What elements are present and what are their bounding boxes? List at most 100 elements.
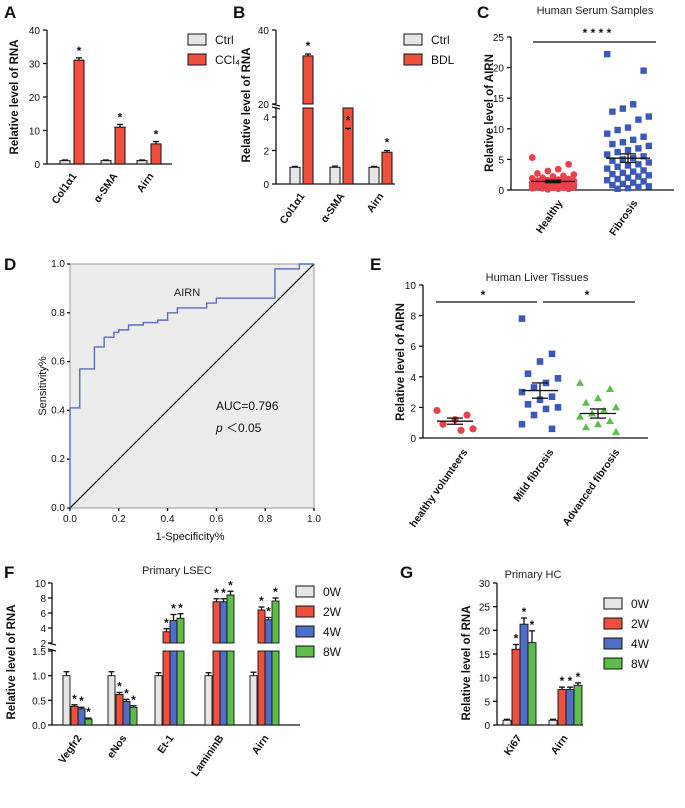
bar-8W-upper: [226, 594, 235, 644]
significance-star: *: [576, 670, 581, 684]
legend-4w-label: 4W: [323, 625, 342, 639]
roc-curve: [69, 263, 314, 508]
x-tick-label: 0.2: [112, 514, 126, 525]
data-point-fibrosis: [609, 157, 616, 164]
data-point-mild: [542, 405, 550, 413]
y-tick-label: 1.5: [32, 647, 46, 658]
legend-ctrl-swatch: [187, 33, 207, 46]
data-point-healthy: [570, 171, 578, 179]
bar-CCl₄: [73, 59, 85, 165]
data-point-fibrosis: [635, 116, 642, 123]
significance-star: *: [522, 605, 527, 619]
data-point-advanced: [576, 412, 584, 420]
panel-label-e: E: [370, 255, 381, 274]
panel-g-bar-chart: G Primary HC 0 5 10 15 20 25 30 Relative level of…: [400, 563, 650, 758]
y-tick-label: 4: [263, 113, 269, 124]
bar-4W-lower: [169, 650, 178, 726]
data-point-healthy: [554, 185, 562, 193]
y-tick-label: 20: [493, 64, 505, 75]
y-tick-label: 20: [29, 93, 41, 104]
data-point-fibrosis: [604, 151, 611, 158]
panel-f-bar-chart: F Primary LSEC 0.0 0.5 1.0 1.52 4 6 8 10 Relative …: [4, 563, 342, 779]
data-point-fibrosis: [624, 184, 632, 192]
reference-diagonal: [69, 263, 315, 509]
p-value-italic: p: [215, 421, 223, 435]
y-tick-label: 1.0: [32, 672, 46, 683]
y-tick-label: 0: [34, 160, 40, 171]
y-tick-label: 5: [498, 155, 504, 166]
data-point-fibrosis: [609, 170, 616, 178]
legend-8w-label: 8W: [631, 657, 650, 671]
data-point-healthy: [549, 173, 557, 180]
y-tick-label: 0.0: [51, 503, 65, 514]
data-point-fibrosis: [635, 161, 642, 168]
bar-4W: [519, 623, 529, 726]
chart-title: Primary LSEC: [142, 565, 212, 577]
y-tick-label: 0: [498, 186, 504, 197]
legend-8w-swatch: [603, 657, 623, 670]
data-point-fibrosis: [624, 147, 632, 154]
data-point-fibrosis: [619, 180, 626, 188]
y-tick-label: 10: [29, 127, 41, 138]
legend-4w-swatch: [295, 625, 315, 638]
data-point-fibrosis: [619, 156, 626, 163]
data-point-mild: [518, 388, 526, 396]
y-tick-label: 0.0: [32, 721, 46, 732]
bar-0W: [62, 675, 71, 726]
significance-star: *: [178, 601, 183, 615]
panel-label-g: G: [400, 563, 413, 582]
bar-2W-lower: [162, 650, 171, 726]
data-point-fibrosis: [635, 173, 642, 180]
data-point-fibrosis: [630, 179, 637, 186]
significance-stars: * * * *: [583, 26, 612, 40]
y-tick-label: 1.0: [51, 259, 65, 270]
significance-star: *: [77, 44, 82, 58]
legend-2w-label: 2W: [631, 617, 650, 631]
data-point-fibrosis: [645, 142, 652, 150]
data-point-fibrosis: [645, 183, 652, 190]
significance-star: *: [514, 632, 519, 646]
data-point-fibrosis: [635, 145, 642, 152]
data-point-mild: [548, 350, 556, 358]
y-tick-label: 0.4: [51, 405, 65, 416]
significance-star: *: [273, 585, 278, 599]
significance-star: *: [72, 692, 77, 706]
data-point-advanced: [606, 385, 614, 393]
y-axis-label: Relative level of RNA: [241, 47, 253, 162]
bar-8W: [84, 718, 93, 726]
data-point-healthy: [549, 184, 557, 191]
data-point-fibrosis: [604, 177, 611, 184]
legend-4w-swatch: [603, 637, 623, 650]
y-axis-label: Relative level of RNA: [6, 604, 18, 719]
y-axis-label: Relative level of AIRN: [484, 54, 496, 172]
bar-CCl₄: [150, 143, 162, 165]
significance-star: *: [346, 113, 351, 127]
data-point-fibrosis: [640, 178, 647, 185]
bar-4W: [565, 689, 575, 726]
auc-annotation: AUC=0.796: [216, 399, 279, 413]
data-point-advanced: [594, 394, 602, 402]
data-point-healthy: [457, 426, 465, 434]
legend-ctrl-label: Ctrl: [431, 33, 450, 47]
panel-label-a: A: [4, 3, 16, 22]
significance-star: *: [79, 694, 84, 708]
data-point-mild: [536, 396, 544, 404]
data-point-advanced: [582, 398, 590, 406]
y-tick-label: 0.5: [32, 696, 46, 707]
y-tick-label: 5: [484, 697, 490, 708]
data-point-advanced: [612, 427, 620, 435]
bar-Ctrl: [59, 160, 71, 165]
bar-Ctrl: [368, 166, 380, 185]
significance-star: *: [259, 594, 264, 608]
bar-Ctrl: [100, 160, 112, 165]
data-point-healthy: [570, 183, 578, 191]
data-point-healthy: [565, 160, 572, 168]
bar-2W-upper: [162, 631, 171, 644]
data-point-healthy: [544, 167, 552, 175]
y-tick-label: 10: [405, 281, 417, 292]
bar-0W: [249, 675, 258, 726]
significance-star: *: [171, 602, 176, 616]
y-tick-label: 0.6: [51, 357, 65, 368]
data-point-healthy: [565, 185, 572, 193]
